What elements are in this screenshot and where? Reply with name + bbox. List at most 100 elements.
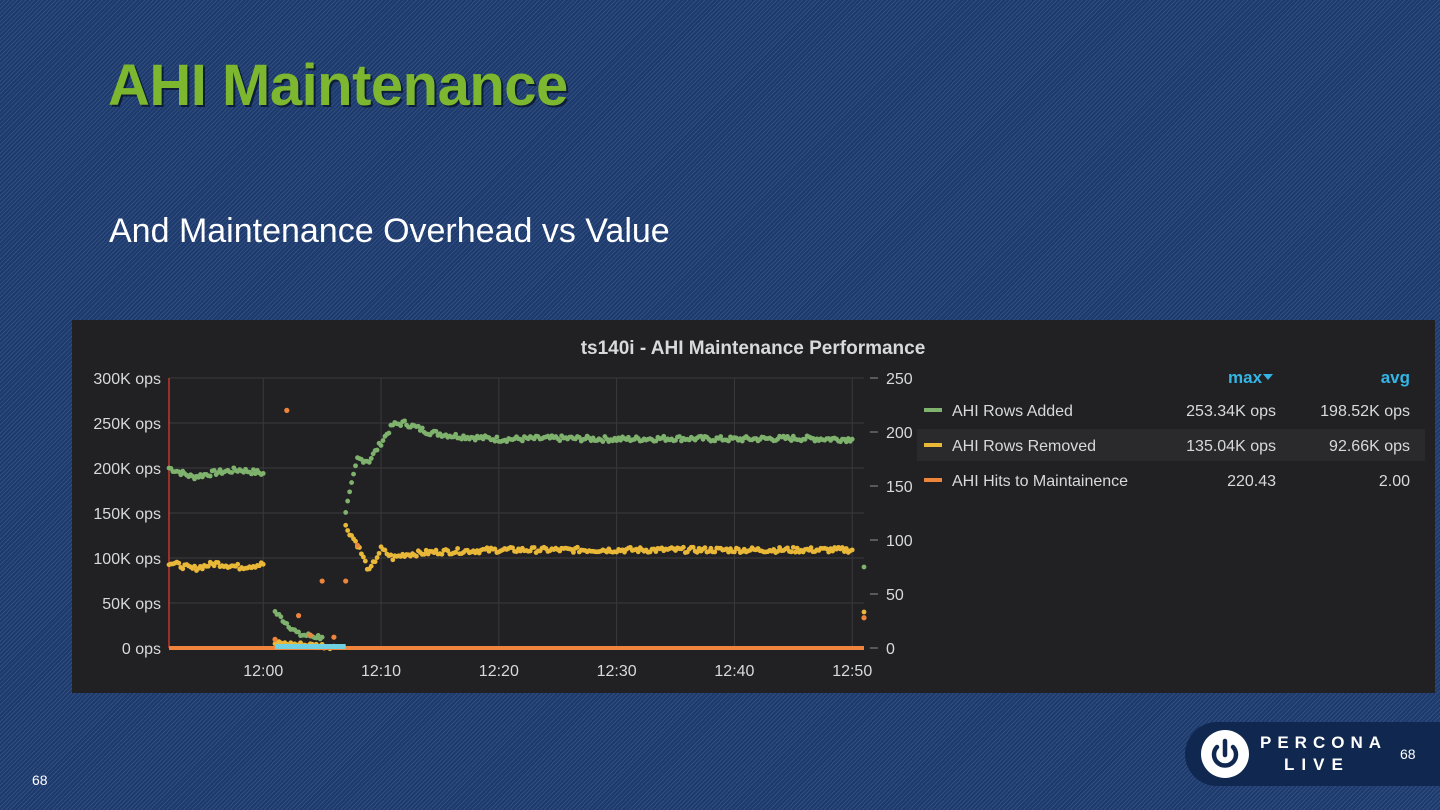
series-point — [702, 545, 708, 551]
y-right-tick-label: 150 — [886, 479, 913, 496]
series-point — [192, 563, 197, 569]
series-point — [368, 455, 374, 461]
slide-subtitle: And Maintenance Overhead vs Value — [109, 212, 670, 250]
series-point — [347, 489, 353, 495]
y-left-tick-label: 150K ops — [93, 506, 161, 523]
chart-panel: ts140i - AHI Maintenance Performance 0 o… — [72, 320, 1435, 693]
series-point — [217, 467, 223, 472]
series-point — [576, 435, 582, 440]
legend-swatch — [924, 478, 942, 482]
series-point — [792, 549, 798, 555]
series-point — [349, 480, 354, 485]
series-point — [419, 425, 425, 431]
series-point — [345, 498, 351, 504]
series-point — [455, 546, 461, 551]
x-tick-label: 12:00 — [243, 663, 283, 680]
y-left-tick-label: 0 ops — [122, 641, 161, 658]
series-point — [199, 566, 205, 572]
series-point — [374, 555, 380, 560]
series-point — [343, 510, 349, 515]
legend-series-name[interactable]: AHI Hits to Maintainence — [952, 473, 1128, 490]
slide-number-badge: 68 — [1400, 746, 1416, 762]
series-point — [260, 561, 266, 567]
slide-number: 68 — [32, 772, 48, 788]
series-point — [388, 552, 394, 558]
series-point — [296, 629, 301, 635]
y-left-tick-label: 50K ops — [102, 596, 161, 613]
series-point — [439, 551, 445, 557]
series-point — [790, 544, 796, 550]
series-point — [840, 545, 845, 550]
series-point — [360, 554, 366, 560]
brand-name: PERCONA — [1260, 733, 1388, 752]
x-tick-label: 12:40 — [714, 663, 754, 680]
x-tick-label: 12:50 — [832, 663, 872, 680]
x-tick-label: 12:10 — [361, 663, 401, 680]
chart-legend: max avg AHI Rows Added 253.34K ops 198.52K… — [917, 368, 1425, 490]
series-point — [830, 548, 835, 554]
series-hits-point — [307, 632, 313, 638]
series-point — [557, 438, 563, 444]
y-left-tick-label: 100K ops — [93, 551, 161, 568]
series-point — [319, 634, 325, 640]
series-point — [775, 548, 781, 554]
legend-max-value: 253.34K ops — [1186, 403, 1276, 420]
series-point — [380, 438, 386, 443]
series-point — [690, 544, 696, 550]
series-point — [251, 467, 256, 472]
series-point — [351, 471, 356, 477]
series-point — [843, 546, 849, 551]
series-point — [345, 528, 351, 533]
series-point — [378, 443, 384, 448]
series-point — [726, 438, 731, 444]
series-hits-point — [319, 578, 325, 584]
legend-header-avg[interactable]: avg — [1381, 368, 1410, 387]
series-hits-point — [861, 615, 867, 621]
legend-swatch — [924, 408, 942, 412]
series-point — [433, 428, 439, 434]
series-point — [205, 563, 211, 569]
legend-header-max[interactable]: max — [1228, 368, 1263, 387]
series-point — [531, 545, 537, 550]
series-point — [492, 438, 498, 444]
series-hits-point — [284, 407, 290, 413]
series-point — [180, 566, 186, 572]
series-point — [635, 549, 641, 555]
chart-axes: 0 ops 50K ops 100K ops 150K ops 200K ops 250K… — [93, 371, 912, 680]
series-point — [808, 545, 814, 551]
series-point — [788, 549, 794, 555]
series-point — [718, 434, 724, 439]
legend-avg-value: 92.66K ops — [1329, 438, 1410, 455]
series-point — [861, 564, 867, 570]
series-point — [386, 430, 392, 436]
series-point — [374, 447, 380, 453]
brand-badge: PERCONA LIVE 68 — [1185, 722, 1440, 786]
series-point — [472, 437, 478, 443]
series-point — [849, 547, 855, 553]
chart-svg: ts140i - AHI Maintenance Performance 0 o… — [93, 338, 1425, 680]
series-point — [626, 434, 631, 440]
series-point — [661, 433, 667, 439]
series-hits-point — [331, 634, 337, 640]
series-point — [735, 546, 741, 552]
series-point — [260, 471, 266, 476]
series-hits-point — [343, 578, 349, 584]
power-logo-icon — [1201, 730, 1249, 778]
series-point — [362, 558, 368, 564]
legend-max-value: 135.04K ops — [1186, 438, 1276, 455]
series-point — [453, 549, 459, 555]
series-point — [680, 544, 686, 550]
y-left-tick-label: 200K ops — [93, 461, 161, 478]
legend-series-name[interactable]: AHI Rows Added — [952, 403, 1073, 420]
series-point — [492, 546, 498, 552]
series-point — [849, 436, 855, 442]
caret-down-icon[interactable] — [1263, 374, 1273, 380]
series-hits-point — [354, 542, 361, 548]
legend-row-highlight — [917, 429, 1425, 461]
series-point — [368, 563, 374, 569]
series-point — [178, 472, 184, 478]
series-point — [372, 559, 378, 565]
legend-series-name[interactable]: AHI Rows Removed — [952, 438, 1096, 455]
series-point — [600, 439, 606, 444]
series-point — [235, 561, 241, 567]
